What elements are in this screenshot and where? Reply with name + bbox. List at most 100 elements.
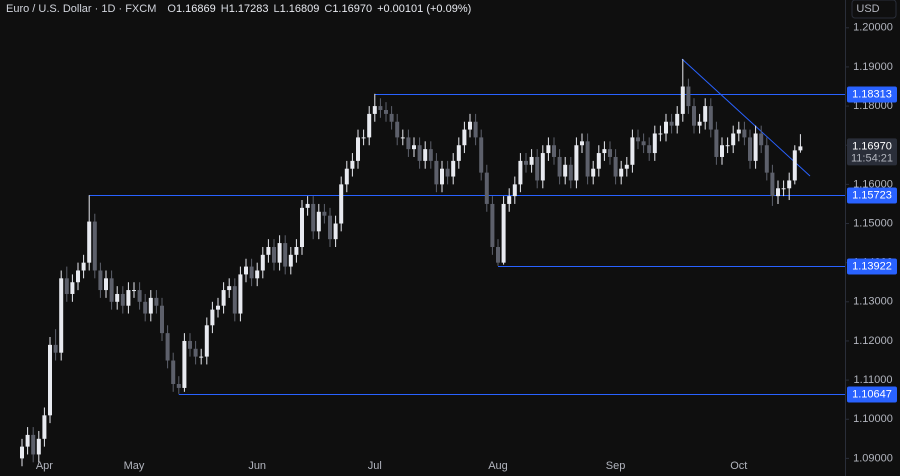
candle-body [540, 153, 545, 181]
candle-body [580, 141, 584, 146]
x-tick-label: Jul [368, 460, 382, 472]
candle-body [316, 211, 321, 232]
candle-body [636, 137, 640, 142]
candle-body [417, 145, 422, 161]
candle-body [81, 262, 86, 271]
candle-body [518, 160, 523, 185]
ohlc-key: C [324, 3, 332, 15]
candle-body [456, 145, 461, 161]
candle-body [70, 282, 75, 294]
candle-body [221, 290, 226, 306]
y-tick-label: 1.09000 [853, 452, 893, 464]
candle-body [188, 340, 192, 349]
candle-body [165, 333, 170, 361]
candle-body [720, 145, 724, 157]
header: Euro / U.S. Dollar · 1D · FXCM O1.16869 H… [6, 3, 471, 15]
x-tick-label: Sep [606, 460, 626, 472]
candle-body [647, 145, 652, 154]
candle-body [669, 121, 674, 126]
ohlc-key: L [273, 3, 279, 15]
level-label-box [847, 86, 897, 103]
candle-body [176, 384, 181, 388]
candle-body [244, 266, 248, 275]
candle-body [563, 164, 568, 177]
candle-body [714, 129, 719, 157]
candle-body [272, 247, 276, 263]
candle-body [591, 168, 596, 177]
candle-body [216, 305, 220, 310]
candle-body [210, 309, 215, 326]
candle-body [428, 149, 433, 161]
candle-body [350, 160, 355, 169]
ohlc-value: 1.17283 [229, 3, 269, 15]
candle-body [507, 196, 512, 204]
candle-body [255, 270, 260, 279]
candle-body [143, 301, 148, 314]
candle-body [496, 247, 500, 263]
candle-body [708, 106, 713, 130]
symbol: Euro / U.S. Dollar · 1D · FXCM [6, 3, 156, 15]
candle-body [652, 133, 657, 154]
candle-body [87, 221, 92, 263]
candle-body [624, 164, 629, 169]
candle-body [288, 254, 293, 267]
candle-body [328, 215, 332, 240]
candle-body [535, 156, 540, 181]
candle-body [305, 203, 310, 208]
trend-line [681, 58, 811, 177]
y-tick-label: 1.15000 [853, 217, 893, 229]
candle-body [311, 203, 316, 232]
ohlc-value: 1.16809 [280, 3, 320, 15]
candle-body [568, 164, 573, 181]
level-label-box [847, 187, 897, 204]
currency-box[interactable] [851, 0, 897, 19]
candle-body [132, 290, 136, 292]
candle-body [440, 168, 444, 185]
candle-body [664, 121, 668, 134]
ohlc-value: 1.16970 [332, 3, 372, 15]
candle-body [344, 168, 349, 185]
candle-body [367, 113, 372, 138]
candle-body [703, 106, 708, 122]
candle-body [736, 129, 741, 134]
candle-body [400, 137, 405, 139]
last-price-box [847, 138, 897, 166]
candle-body [333, 223, 338, 240]
candle-body [64, 278, 69, 294]
candle-body [115, 293, 120, 302]
candle-body [675, 113, 680, 126]
candle-body [227, 286, 232, 291]
candle-body [283, 243, 288, 267]
ohlc-key: O [167, 3, 176, 15]
x-tick-label: Oct [730, 460, 747, 472]
candle-body [31, 434, 36, 455]
candle-body [182, 340, 187, 388]
candle-body [529, 156, 534, 165]
candle-body [798, 146, 803, 151]
candle-body [748, 137, 752, 161]
candle-body [249, 266, 254, 279]
currency[interactable]: USD [856, 3, 879, 15]
candle-body [484, 172, 489, 204]
y-tick-label: 1.20000 [853, 22, 893, 34]
candle-body [781, 188, 786, 190]
level-label: 1.15723 [852, 189, 892, 201]
candle-body [613, 156, 618, 177]
candle-body [596, 153, 601, 169]
candle-body [322, 211, 327, 216]
candle-body [764, 145, 769, 173]
candle-body [434, 160, 439, 185]
candle-body [339, 184, 344, 224]
candle-body [680, 86, 685, 114]
y-tick-label: 1.12000 [853, 335, 893, 347]
candle-body [126, 290, 131, 306]
legend-text: Euro / U.S. Dollar · 1D · FXCM O1.16869 H… [6, 3, 471, 15]
y-tick-label: 1.16000 [853, 178, 893, 190]
candle-body [552, 145, 556, 157]
candle-body [479, 137, 484, 173]
candle-body [468, 121, 472, 130]
candle-body [776, 188, 780, 197]
candle-body [120, 293, 125, 306]
